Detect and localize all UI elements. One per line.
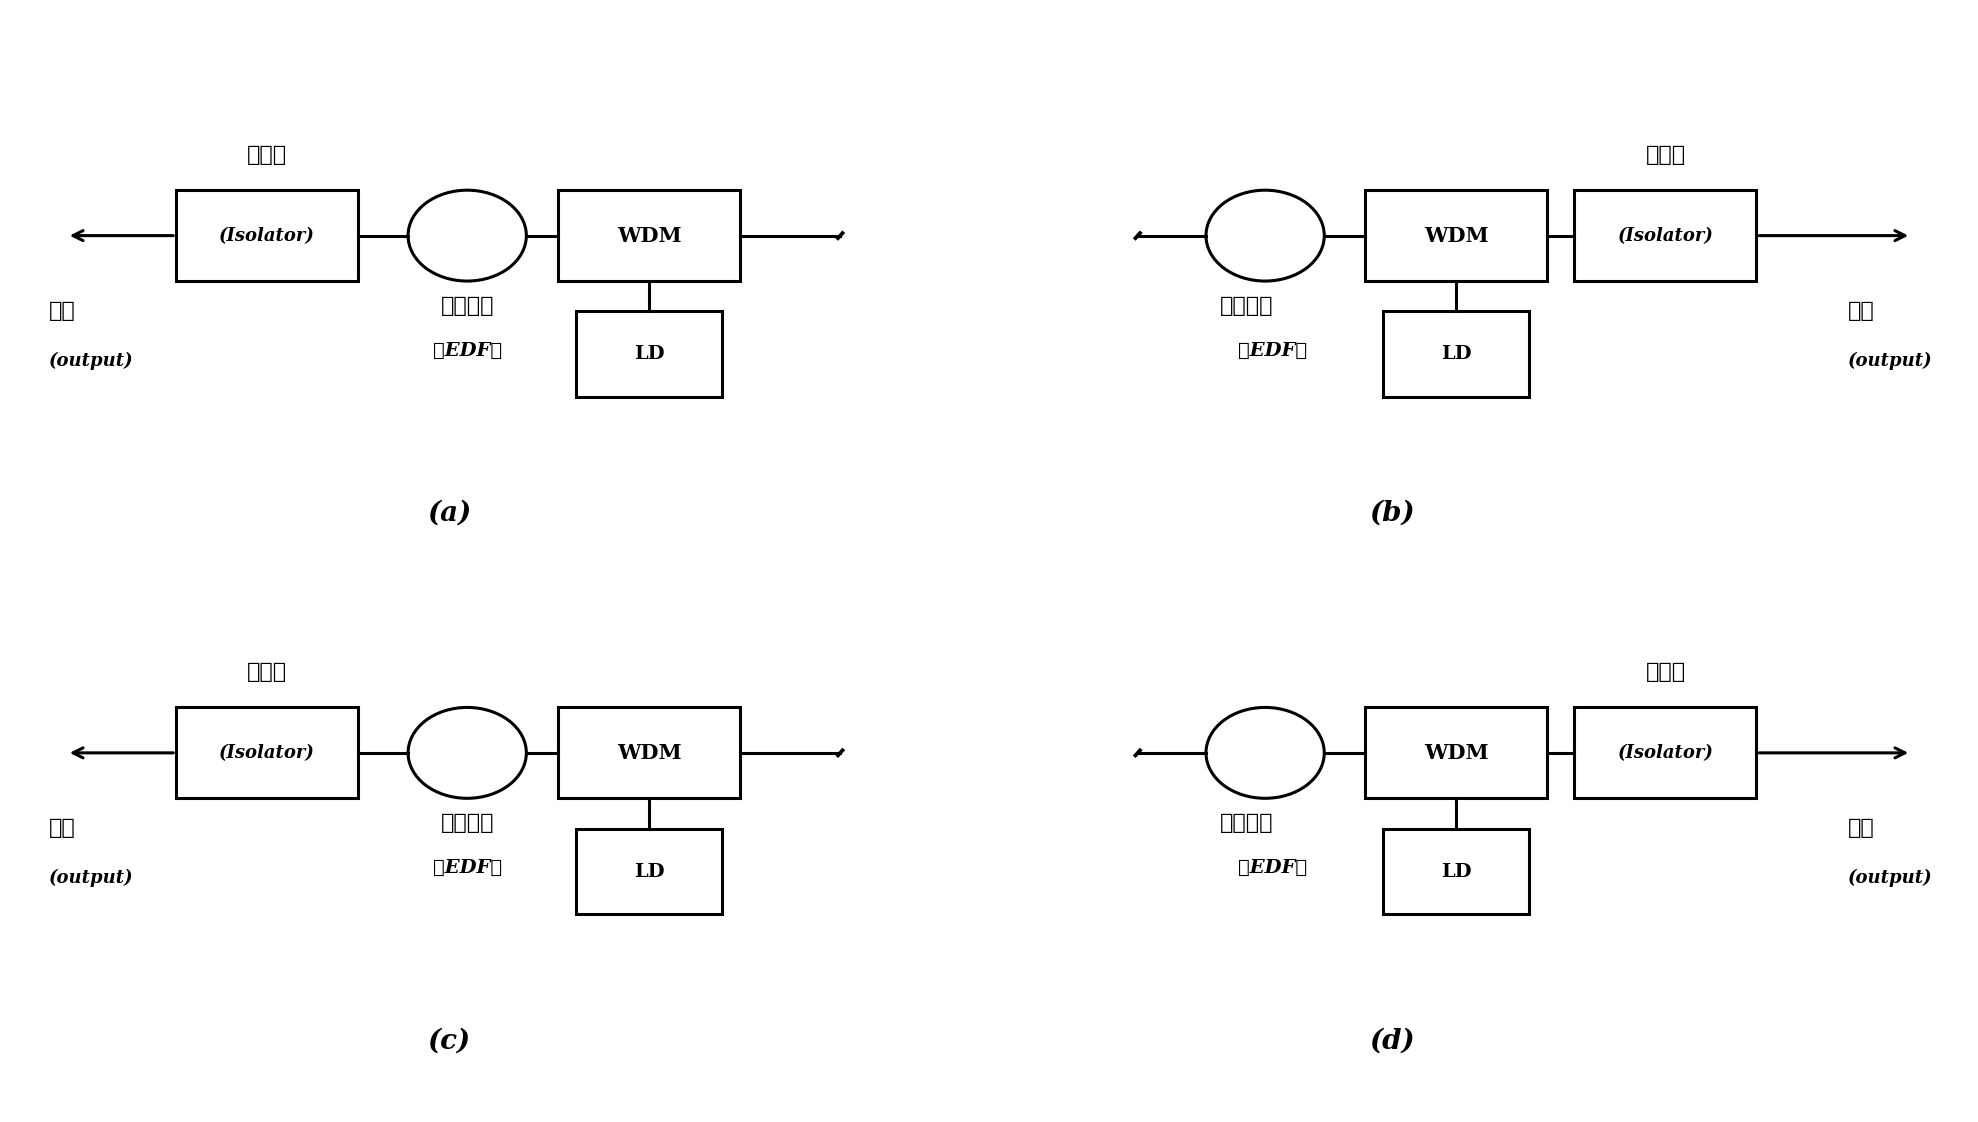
Text: LD: LD	[1440, 863, 1472, 881]
Bar	[558, 190, 740, 282]
Bar	[558, 707, 740, 799]
Text: WDM: WDM	[617, 743, 682, 763]
Text: 输出: 输出	[1847, 302, 1875, 321]
Text: （EDF）: （EDF）	[433, 859, 502, 877]
Text: 掺铒光纤: 掺铒光纤	[1220, 296, 1274, 316]
Bar	[1383, 312, 1529, 397]
Text: (output): (output)	[49, 352, 133, 370]
Text: 隔离器: 隔离器	[1646, 662, 1685, 682]
Bar	[1574, 707, 1756, 799]
Text: WDM: WDM	[617, 226, 682, 246]
Text: (Isolator): (Isolator)	[1618, 744, 1713, 762]
Text: 输出: 输出	[1847, 819, 1875, 838]
Text: (Isolator): (Isolator)	[1618, 227, 1713, 245]
Text: (output): (output)	[1847, 352, 1933, 370]
Ellipse shape	[1207, 707, 1325, 799]
Bar	[1365, 707, 1547, 799]
Text: 掺铒光纤: 掺铒光纤	[441, 296, 494, 316]
Bar	[1383, 828, 1529, 914]
Text: (d): (d)	[1369, 1027, 1416, 1055]
Text: (b): (b)	[1369, 499, 1416, 527]
Text: (Isolator): (Isolator)	[220, 227, 315, 245]
Text: (Isolator): (Isolator)	[220, 744, 315, 762]
Text: WDM: WDM	[1424, 743, 1489, 763]
Text: 输出: 输出	[49, 819, 75, 838]
Text: LD: LD	[1440, 346, 1472, 364]
Bar	[1365, 190, 1547, 282]
Bar	[576, 828, 722, 914]
Bar	[1574, 190, 1756, 282]
Text: 隔离器: 隔离器	[1646, 145, 1685, 165]
Text: （EDF）: （EDF）	[1238, 859, 1307, 877]
Text: LD: LD	[633, 346, 665, 364]
Text: (output): (output)	[49, 868, 133, 888]
Text: (output): (output)	[1847, 868, 1933, 888]
Text: （EDF）: （EDF）	[1238, 341, 1307, 360]
Text: 隔离器: 隔离器	[247, 145, 287, 165]
Text: (a): (a)	[427, 499, 471, 527]
Text: WDM: WDM	[1424, 226, 1489, 246]
Bar	[576, 312, 722, 397]
Bar	[176, 707, 358, 799]
Ellipse shape	[407, 707, 526, 799]
Ellipse shape	[1207, 190, 1325, 282]
Text: 掺铒光纤: 掺铒光纤	[1220, 813, 1274, 834]
Text: LD: LD	[633, 863, 665, 881]
Text: (c): (c)	[427, 1027, 471, 1055]
Ellipse shape	[407, 190, 526, 282]
Text: （EDF）: （EDF）	[433, 341, 502, 360]
Text: 输出: 输出	[49, 302, 75, 321]
Bar	[176, 190, 358, 282]
Text: 隔离器: 隔离器	[247, 662, 287, 682]
Text: 掺铒光纤: 掺铒光纤	[441, 813, 494, 834]
